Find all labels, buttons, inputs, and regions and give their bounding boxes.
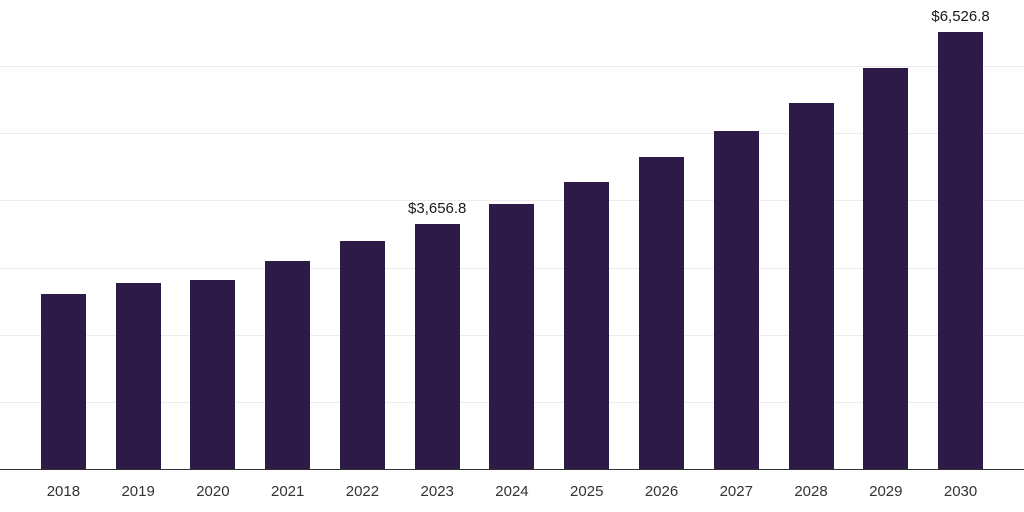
bar-2023 (414, 224, 460, 469)
gridline (0, 66, 1024, 68)
bar-slot-2029 (848, 0, 923, 469)
bar-slot-2022 (325, 0, 400, 469)
bar-2024 (489, 204, 535, 469)
bar-slot-2025 (549, 0, 624, 469)
bar-slot-2026 (624, 0, 699, 469)
x-tick-2018: 2018 (46, 483, 81, 500)
bar-slot-2018 (26, 0, 101, 469)
x-tick-2030: 2030 (943, 483, 978, 500)
gridline (0, 133, 1024, 135)
plot-area: $3,656.8 $6,526.8 (0, 0, 1024, 470)
bars-container: $3,656.8 $6,526.8 (26, 0, 998, 469)
bar-2019 (115, 283, 161, 469)
bar-slot-2028 (774, 0, 849, 469)
x-tick-2025: 2025 (570, 483, 604, 500)
bar-2020 (190, 280, 236, 469)
bar-2018 (40, 294, 86, 469)
bar-2029 (863, 67, 909, 469)
gridline (0, 200, 1024, 202)
x-axis: 2018 2019 2020 2021 2022 2023 2024 2025 2026 2027… (26, 470, 998, 512)
bar-2021 (265, 261, 311, 469)
bar-slot-2020 (176, 0, 251, 469)
bar-2022 (339, 241, 385, 469)
bar-2030 (938, 31, 984, 469)
bar-slot-2023: $3,656.8 (400, 0, 475, 469)
bar-slot-2021 (250, 0, 325, 469)
x-tick-2022: 2022 (345, 483, 380, 500)
bar-2025 (564, 182, 610, 469)
x-tick-2027: 2027 (719, 483, 753, 500)
x-tick-2024: 2024 (495, 483, 529, 500)
bar-2028 (788, 102, 834, 469)
bar-2027 (713, 130, 759, 469)
bar-slot-2024 (475, 0, 550, 469)
x-tick-2026: 2026 (644, 483, 679, 500)
bar-slot-2019 (101, 0, 176, 469)
x-axis-line (0, 469, 1024, 470)
x-tick-2020: 2020 (196, 483, 230, 500)
bar-2026 (639, 157, 684, 469)
x-tick-2021: 2021 (270, 483, 305, 500)
data-label-2023: $3,656.8 (408, 200, 467, 217)
x-tick-2029: 2029 (869, 483, 903, 500)
data-label-2030: $6,526.8 (931, 7, 990, 25)
x-tick-2019: 2019 (121, 483, 155, 500)
bar-slot-2030: $6,526.8 (923, 0, 998, 469)
bar-slot-2027 (699, 0, 774, 469)
x-tick-2023: 2023 (420, 483, 454, 500)
x-tick-2028: 2028 (794, 483, 828, 500)
